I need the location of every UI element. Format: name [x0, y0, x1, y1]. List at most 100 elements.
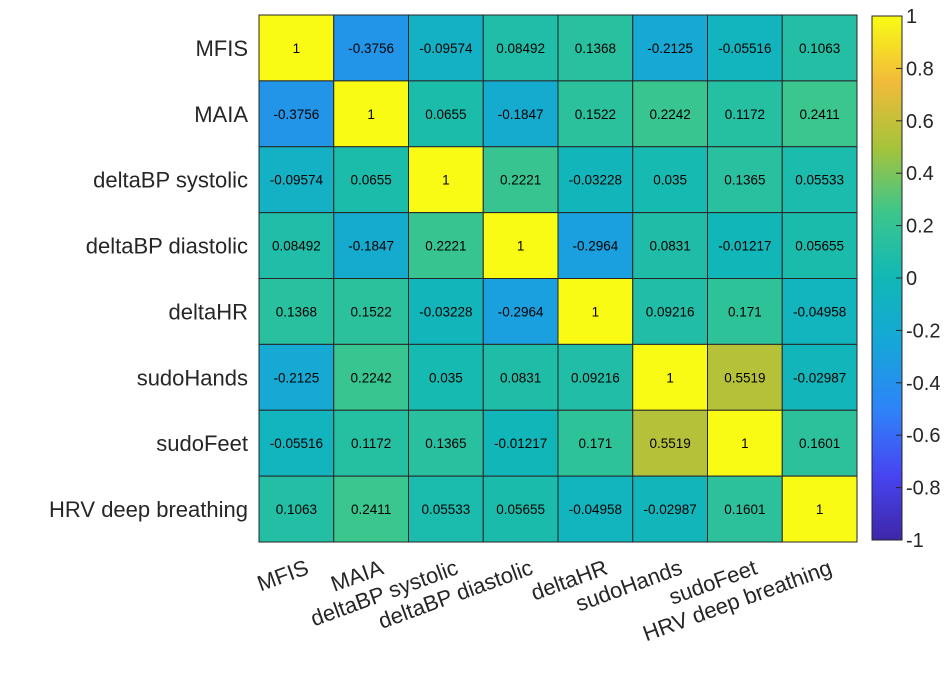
- cell-value-label: -0.1847: [498, 107, 544, 122]
- colorbar-tick-label: -0.6: [906, 425, 940, 447]
- cell-value-label: 0.1368: [575, 41, 616, 56]
- heatmap-cell: [482, 278, 559, 345]
- heatmap-cell: [333, 14, 409, 82]
- cell-value-label: 0.05533: [421, 502, 470, 517]
- cell-value-label: 0.171: [578, 436, 612, 451]
- cell-value-label: -0.3756: [273, 107, 319, 122]
- cell-value-label: 0.035: [653, 173, 687, 188]
- cell-value-label: 0.09216: [646, 304, 695, 319]
- cell-value-label: 0.035: [429, 370, 463, 385]
- cell-value-label: 0.1522: [350, 304, 391, 319]
- cell-value-label: 0.0831: [649, 239, 690, 254]
- colorbar-tick-label: 0.8: [906, 58, 934, 80]
- cell-value-label: -0.05516: [718, 41, 771, 56]
- heatmap-cell: [781, 409, 858, 477]
- heatmap-cell: [482, 212, 559, 280]
- cell-value-label: -0.3756: [348, 41, 394, 56]
- colorbar-tick-label: -0.2: [906, 320, 940, 342]
- cell-value-label: -0.1847: [348, 239, 394, 254]
- row-label: deltaHR: [169, 299, 248, 324]
- heatmap-cell: [632, 475, 708, 543]
- heatmap-cell: [632, 343, 708, 411]
- heatmap-cell: [258, 409, 335, 477]
- colorbar-tick-label: -0.8: [906, 478, 940, 500]
- heatmap-cell: [557, 146, 634, 214]
- colorbar-ticks: 1 0.8 0.6 0.4 0.2 0 -0.2 -0.4 -0.6 -0.8 -1: [896, 6, 940, 552]
- heatmap-cell: [707, 278, 783, 345]
- cell-value-label: -0.2125: [647, 41, 693, 56]
- cell-value-label: 1: [741, 436, 749, 451]
- heatmap-cell: [632, 146, 708, 214]
- heatmap-cell: [333, 409, 409, 477]
- cell-value-label: 0.2242: [649, 107, 690, 122]
- cell-value-label: 0.1368: [276, 304, 317, 319]
- cell-value-label: 1: [592, 304, 600, 319]
- row-label: MAIA: [194, 102, 248, 127]
- cell-value-label: -0.2964: [498, 304, 544, 319]
- cell-value-label: 0.1172: [351, 436, 391, 451]
- heatmap-cell: [408, 14, 484, 82]
- cell-value-label: 0.09216: [571, 370, 620, 385]
- cell-value-label: 0.2221: [500, 173, 541, 188]
- cell-value-label: 0.05655: [795, 239, 844, 254]
- heatmap-cell: [781, 14, 858, 82]
- colorbar-tick-label: 0: [906, 268, 917, 290]
- colorbar-tick-label: -1: [906, 530, 924, 552]
- heatmap-cell: [557, 343, 634, 411]
- heatmap-cells: 1 -0.3756 -0.09574 0.08492 0.1368 -0.2125 -0.0…: [258, 14, 858, 543]
- cell-value-label: 0.2411: [799, 107, 839, 122]
- heatmap-cell: [258, 14, 335, 82]
- colorbar-tick-label: 0.2: [906, 216, 934, 238]
- cell-value-label: 0.05655: [496, 502, 545, 517]
- row-label: sudoFeet: [156, 431, 248, 456]
- cell-value-label: -0.09574: [419, 41, 473, 56]
- cell-value-label: 0.1172: [725, 107, 765, 122]
- cell-value-label: 0.1601: [799, 436, 840, 451]
- colorbar-tick-label: 0.4: [906, 163, 934, 185]
- cell-value-label: 0.5519: [649, 436, 690, 451]
- heatmap-cell: [408, 146, 484, 214]
- heatmap-cell: [781, 80, 858, 148]
- cell-value-label: 0.5519: [724, 370, 765, 385]
- cell-value-label: -0.01217: [718, 239, 771, 254]
- cell-value-label: 1: [442, 173, 450, 188]
- heatmap-cell: [408, 343, 484, 411]
- cell-value-label: -0.02987: [643, 502, 696, 517]
- heatmap-cell: [632, 14, 708, 82]
- heatmap-cell: [408, 212, 484, 280]
- heatmap-cell: [482, 14, 559, 82]
- heatmap-cell: [333, 343, 409, 411]
- cell-value-label: -0.09574: [270, 173, 324, 188]
- cell-value-label: 0.1063: [799, 41, 840, 56]
- heatmap-cell: [258, 212, 335, 280]
- heatmap-cell: [482, 80, 559, 148]
- heatmap-cell: [408, 278, 484, 345]
- cell-value-label: -0.04958: [793, 304, 846, 319]
- cell-value-label: -0.01217: [494, 436, 547, 451]
- heatmap-cell: [557, 475, 634, 543]
- heatmap-cell: [781, 278, 858, 345]
- heatmap-cell: [557, 278, 634, 345]
- cell-value-label: 0.1601: [724, 502, 765, 517]
- cell-value-label: 0.1522: [575, 107, 616, 122]
- heatmap-cell: [482, 475, 559, 543]
- cell-value-label: 0.171: [728, 304, 762, 319]
- cell-value-label: 1: [293, 41, 301, 56]
- row-label: MFIS: [195, 36, 248, 61]
- cell-value-label: -0.02987: [793, 370, 846, 385]
- cell-value-label: 0.2411: [351, 502, 391, 517]
- cell-value-label: -0.2125: [273, 370, 319, 385]
- colorbar-tick-label: 1: [906, 6, 917, 28]
- heatmap-cell: [408, 409, 484, 477]
- cell-value-label: 0.1365: [724, 173, 765, 188]
- cell-value-label: 1: [367, 107, 375, 122]
- row-label: deltaBP systolic: [93, 168, 248, 193]
- row-labels: MFIS MAIA deltaBP systolic deltaBP diastoli…: [49, 36, 248, 522]
- cell-value-label: 1: [666, 370, 674, 385]
- heatmap-cell: [557, 212, 634, 280]
- heatmap-cell: [482, 146, 559, 214]
- cell-value-label: 1: [816, 502, 824, 517]
- column-label: MFIS: [254, 555, 312, 596]
